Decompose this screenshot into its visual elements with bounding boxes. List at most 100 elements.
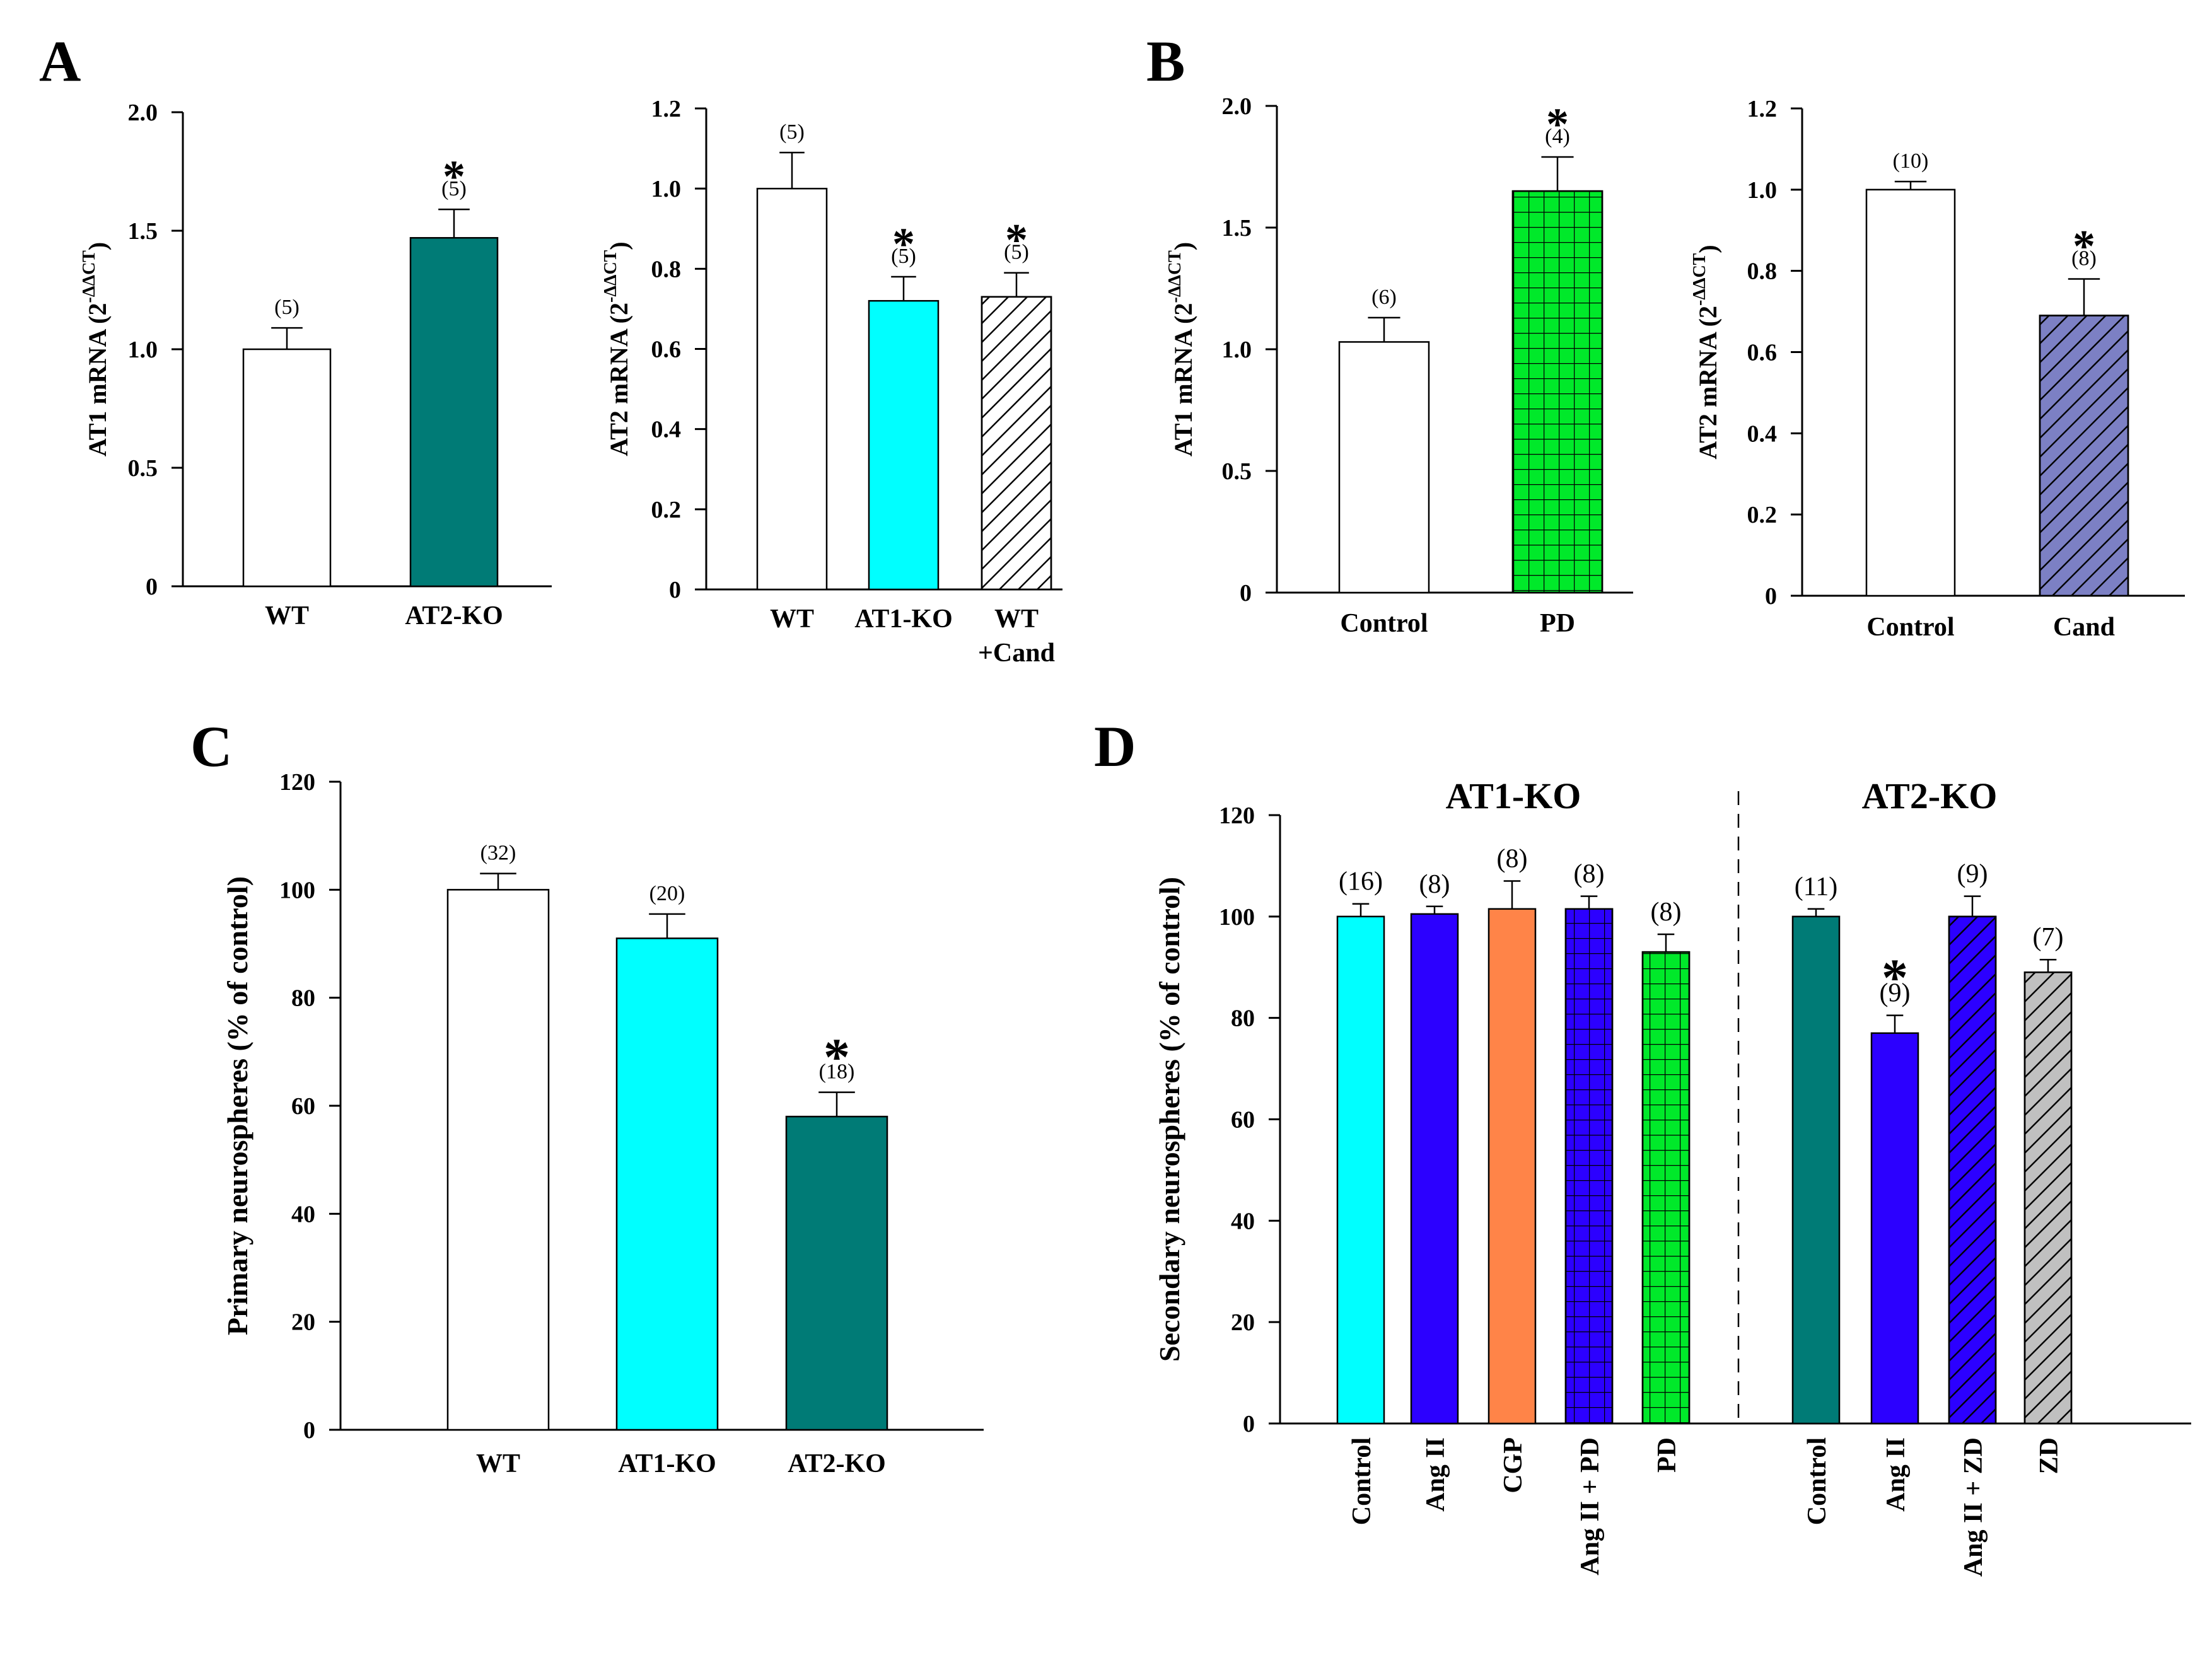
- y-tick-label: 0: [303, 1417, 315, 1444]
- group-title: AT2-KO: [1862, 775, 1998, 816]
- y-tick-label: 0.4: [651, 417, 682, 443]
- y-tick-label: 20: [291, 1309, 315, 1336]
- bar-grid: [1511, 190, 1604, 594]
- y-tick-label: 1.0: [651, 176, 682, 202]
- y-tick-label: 0: [1240, 580, 1252, 606]
- y-axis-label: AT2 mRNA (2-ΔΔCT): [1690, 245, 1722, 459]
- chart-panel-a-at2: 0 0.2 0.4 0.6 0.8 1.0 1.2 AT2 mRNA (2-ΔΔCT) (5) (…: [601, 96, 1062, 668]
- n-label: (9): [1957, 860, 1988, 889]
- y-tick-label: 0.2: [1747, 502, 1778, 528]
- category-label: PD: [1653, 1437, 1682, 1473]
- n-label: (5): [891, 245, 916, 268]
- significance-star: *: [2073, 221, 2095, 272]
- category-label: WT: [265, 601, 309, 630]
- category-label: PD: [1540, 609, 1575, 638]
- category-label: Control: [1803, 1437, 1832, 1525]
- bar: [1791, 915, 1841, 1425]
- y-tick-label: 120: [1219, 803, 1255, 829]
- bar: [615, 937, 719, 1431]
- bar-grid: [1641, 951, 1691, 1425]
- y-tick-label: 0: [1243, 1411, 1255, 1437]
- category-label: AT1-KO: [618, 1449, 716, 1478]
- n-label: (5): [441, 177, 467, 200]
- y-axis-label-end: ): [83, 242, 112, 250]
- y-axis-label: Secondary neurospheres (% of control): [1153, 877, 1185, 1362]
- y-tick-label: 100: [1219, 904, 1255, 930]
- n-label: (4): [1545, 125, 1570, 148]
- y-axis-label: AT2 mRNA (2-ΔΔCT): [601, 241, 633, 456]
- bar-hatch: [2023, 971, 2073, 1425]
- y-axis-label-main: AT2 mRNA (2: [1694, 306, 1722, 460]
- y-tick-label: 1.0: [1222, 337, 1252, 363]
- y-tick-label: 0.2: [651, 497, 682, 523]
- bar: [1870, 1032, 1919, 1425]
- bar-hatch: [981, 296, 1052, 591]
- chart-panel-b-at1: 0 0.5 1.0 1.5 2.0 AT1 mRNA (2-ΔΔCT) (6) (4)* Con…: [1165, 93, 1633, 638]
- y-axis-label-superscript: -ΔΔCT: [601, 250, 620, 303]
- category-label: WT: [476, 1449, 520, 1478]
- n-label: (8): [1497, 845, 1528, 874]
- category-label: AT2-KO: [788, 1449, 886, 1478]
- category-label: WT +Cand: [978, 605, 1055, 668]
- y-tick-label: 60: [1231, 1107, 1255, 1133]
- significance-star: *: [892, 219, 915, 269]
- panel-letter-c: C: [190, 714, 232, 779]
- y-tick-label: 1.5: [1222, 215, 1252, 241]
- y-tick-label: 40: [291, 1201, 315, 1227]
- n-label: (8): [1419, 870, 1450, 899]
- n-label: (11): [1795, 872, 1837, 901]
- y-axis-label: Primary neurospheres (% of control): [221, 876, 253, 1335]
- chart-panel-d: 0 20 40 60 80 100 120 Secondary neurospheres (%…: [1153, 775, 2191, 1577]
- category-label: Ang II + ZD: [1959, 1437, 1988, 1577]
- y-tick-label: 2.0: [128, 100, 158, 126]
- y-tick-label: 1.5: [128, 218, 158, 245]
- y-axis-label-main: AT2 mRNA (2: [605, 303, 633, 456]
- bar: [1410, 913, 1459, 1425]
- panel-letter-a: A: [39, 29, 81, 93]
- bar: [1487, 908, 1537, 1425]
- y-tick-label: 120: [279, 769, 315, 796]
- category-label: Control: [1340, 609, 1428, 638]
- category-label: AT2-KO: [405, 601, 503, 630]
- y-tick-label: 0: [1765, 583, 1777, 610]
- category-label: ZD: [2035, 1437, 2064, 1474]
- y-tick-label: 1.2: [651, 96, 682, 122]
- category-label: Ang II: [1421, 1437, 1450, 1512]
- y-axis-label-end: ): [605, 241, 633, 250]
- y-tick-label: 0: [669, 577, 681, 603]
- n-label: (32): [480, 842, 516, 865]
- y-axis-label: AT1 mRNA (2-ΔΔCT): [1165, 242, 1197, 456]
- chart-panel-c: 0 20 40 60 80 100 120 Primary neurospheres (% o…: [221, 769, 984, 1478]
- panel-letter-b: B: [1146, 29, 1185, 93]
- n-label: (5): [779, 120, 805, 144]
- y-tick-label: 1.0: [1747, 177, 1778, 204]
- y-tick-label: 0.6: [651, 337, 682, 363]
- significance-star: *: [1882, 949, 1908, 1007]
- n-label: (9): [1880, 979, 1911, 1008]
- y-tick-label: 0.8: [1747, 258, 1778, 285]
- panel-letter-d: D: [1094, 714, 1136, 779]
- bar: [1336, 915, 1385, 1425]
- y-tick-label: 100: [279, 877, 315, 903]
- y-tick-label: 80: [291, 985, 315, 1012]
- n-label: (16): [1339, 867, 1383, 896]
- significance-star: *: [1005, 215, 1028, 265]
- y-tick-label: 0: [146, 574, 158, 600]
- y-axis-label-main: AT1 mRNA (2: [83, 303, 112, 456]
- category-label: CGP: [1499, 1437, 1528, 1493]
- n-label: (6): [1371, 286, 1397, 309]
- chart-panel-b-at2: 0 0.2 0.4 0.6 0.8 1.0 1.2 AT2 mRNA (2-ΔΔCT) (10)…: [1690, 96, 2185, 642]
- n-label: (5): [1004, 241, 1029, 264]
- bar-hatch: [1948, 915, 1997, 1425]
- y-tick-label: 0.5: [128, 455, 158, 482]
- group-title: AT1-KO: [1446, 775, 1581, 816]
- bar: [446, 889, 550, 1431]
- y-tick-label: 60: [291, 1093, 315, 1120]
- bar: [409, 237, 499, 588]
- y-axis-label-superscript: -ΔΔCT: [1165, 250, 1185, 303]
- n-label: (10): [1893, 149, 1929, 173]
- bar-hatch: [2039, 315, 2129, 597]
- n-label: (18): [819, 1060, 855, 1084]
